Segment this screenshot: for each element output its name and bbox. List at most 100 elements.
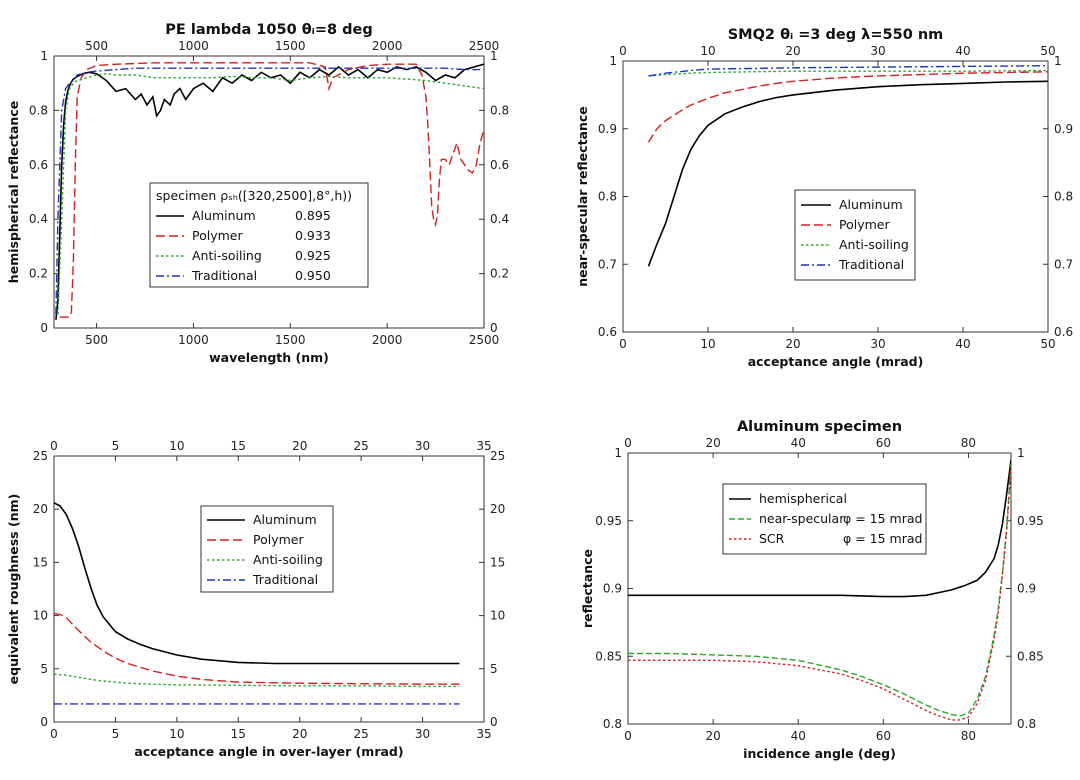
y-axis-label: equivalent roughness (nm) [6,494,21,685]
chart-panel-aluminum-specimen: 0 0 20 20 40 40 60 60 80 80 0.8 0.8 0.85 0.85 0.9 0.9 0.… [580,419,1044,761]
x-tick-label-top: 1000 [178,39,209,53]
y-tick-label-right: 0 [490,715,498,729]
legend-label: Aluminum [839,197,903,212]
y-tick-label: 25 [33,449,48,463]
y-tick-label: 1 [40,49,48,63]
legend-value: 0.933 [295,228,331,243]
y-tick-label-right: 25 [490,449,505,463]
series-line-traditional [648,65,1048,77]
x-tick-label-top: 20 [292,439,307,453]
y-tick-label: 0.95 [595,514,622,528]
x-tick-label-top: 0 [624,436,632,450]
x-tick-label-top: 5 [112,439,120,453]
y-tick-label: 0.8 [29,103,48,117]
x-tick-label-top: 10 [169,439,184,453]
series-line-aluminum [54,502,460,665]
x-tick-label: 30 [870,337,885,351]
y-tick-label: 0 [40,321,48,335]
y-tick-label-right: 0.85 [1017,649,1044,663]
y-tick-label-right: 0.8 [490,103,509,117]
y-tick-label: 0.6 [29,158,48,172]
x-tick-label-top: 40 [955,44,970,58]
series-line-scr [628,466,1011,721]
y-tick-label: 0.9 [598,122,617,136]
y-tick-label: 0.85 [595,649,622,663]
series-line-anti-soiling [54,673,460,688]
y-tick-label-right: 0 [490,321,498,335]
x-tick-label: 5 [112,727,120,741]
y-axis-label: hemispherical reflectance [6,101,21,283]
x-axis-label: wavelength (nm) [209,350,329,365]
x-tick-label: 80 [961,729,976,743]
x-tick-label: 35 [476,727,491,741]
y-tick-label-right: 1 [490,49,498,63]
x-tick-label: 30 [415,727,430,741]
x-tick-label: 25 [354,727,369,741]
y-tick-label-right: 0.4 [490,212,509,226]
series-line-polymer [54,612,460,685]
legend-label: Polymer [839,217,890,232]
y-tick-label: 0.4 [29,212,48,226]
x-tick-label: 2500 [469,333,500,347]
x-tick-label-top: 0 [50,439,58,453]
y-tick-label-right: 0.9 [1017,582,1036,596]
y-tick-label-right: 0.9 [1054,122,1073,136]
legend-label: Anti-soiling [192,248,262,263]
x-tick-label-top: 0 [619,44,627,58]
legend-label: Polymer [192,228,243,243]
series-line-hemispherical [628,459,1011,598]
x-axis-label: acceptance angle in over-layer (mrad) [134,744,403,759]
legend-label: Anti-soiling [253,552,323,567]
legend-label: Aluminum [192,208,256,223]
legend-value: 0.895 [295,208,331,223]
legend-label: hemispherical [759,491,847,506]
y-tick-label-right: 5 [490,662,498,676]
y-tick-label: 10 [33,609,48,623]
x-tick-label: 60 [876,729,891,743]
x-tick-label: 40 [791,729,806,743]
legend-label: Anti-soiling [839,237,909,252]
series-line-polymer [647,71,1048,143]
legend-box [722,483,927,555]
series-line-anti-soiling [57,72,484,315]
x-tick-label-top: 10 [700,44,715,58]
x-tick-label-top: 35 [476,439,491,453]
x-tick-label-top: 1500 [275,39,306,53]
y-tick-label: 0.7 [598,257,617,271]
legend-value: 0.925 [295,248,331,263]
x-tick-label-top: 500 [85,39,108,53]
x-tick-label: 20 [292,727,307,741]
y-tick-label: 0.8 [598,190,617,204]
series-line-polymer [59,62,484,318]
x-tick-label: 15 [231,727,246,741]
y-tick-label-right: 0.6 [490,158,509,172]
legend-label: Polymer [253,532,304,547]
y-tick-label-right: 15 [490,555,505,569]
x-axis-label: incidence angle (deg) [743,746,896,761]
x-tick-label-top: 80 [961,436,976,450]
y-tick-label-right: 0.95 [1017,514,1044,528]
y-tick-label-right: 20 [490,502,505,516]
y-tick-label-right: 0.7 [1054,257,1073,271]
x-tick-label-top: 40 [791,436,806,450]
x-tick-label: 2000 [372,333,403,347]
x-tick-label: 20 [705,729,720,743]
x-tick-label-top: 20 [705,436,720,450]
y-tick-label: 15 [33,555,48,569]
legend-annotation: φ = 15 mrad [843,531,922,546]
y-tick-label: 5 [40,662,48,676]
series-line-traditional [55,67,484,315]
legend-label: SCR [759,531,785,546]
y-tick-label: 0.9 [603,582,622,596]
x-tick-label: 0 [624,729,632,743]
legend-label: Traditional [252,572,318,587]
x-tick-label: 40 [955,337,970,351]
chart-title: Aluminum specimen [737,419,902,435]
y-tick-label-right: 0.6 [1054,325,1073,339]
x-tick-label: 0 [619,337,627,351]
x-tick-label-top: 2000 [372,39,403,53]
legend-label: Traditional [191,268,257,283]
